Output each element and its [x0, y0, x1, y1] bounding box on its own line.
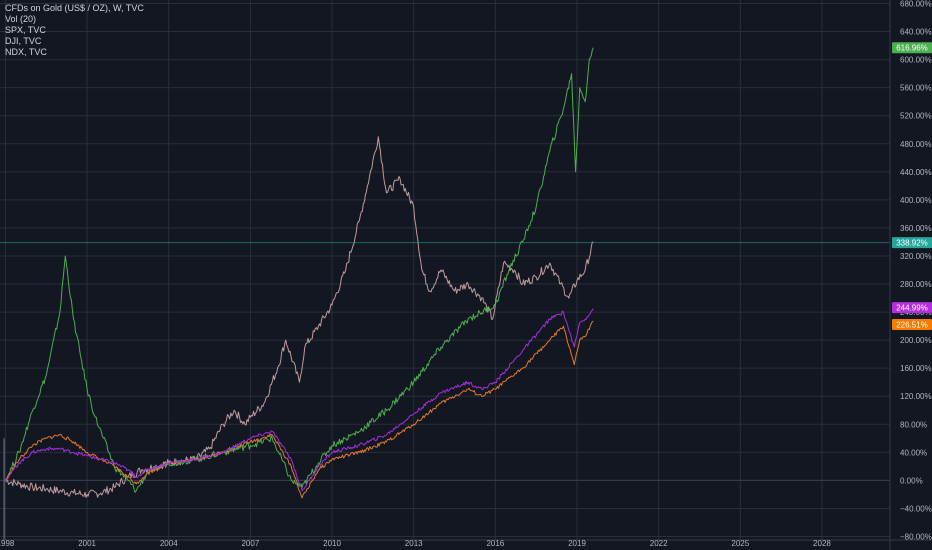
series-line-gold: [5, 136, 594, 498]
badge-label-spx: 226.51%: [896, 321, 928, 330]
x-tick-label: 2007: [241, 539, 259, 548]
y-tick-label: 360.00%: [900, 224, 932, 233]
legend-ndx[interactable]: NDX, TVC: [5, 47, 47, 57]
y-tick-label: 560.00%: [900, 84, 932, 93]
time-axis[interactable]: 1998 2001 2004 2007 2010 2013 2016 2019 2022 2025…: [0, 539, 831, 548]
y-tick-label: 400.00%: [900, 196, 932, 205]
series-line-spx: [4, 320, 594, 499]
last-value-badges: 616.96% 338.92% 244.99% 226.51%: [892, 42, 932, 331]
badge-label-dji: 244.99%: [896, 304, 928, 313]
badge-spx: [892, 319, 932, 331]
y-tick-label: −40.00%: [900, 504, 932, 513]
series-line-ndx: [5, 47, 594, 493]
y-tick-label: 160.00%: [900, 364, 932, 373]
legend-volume[interactable]: Vol (20): [5, 14, 37, 24]
legend-dji[interactable]: DJI, TVC: [5, 36, 42, 46]
x-tick-label: 2001: [78, 539, 96, 548]
x-tick-label: 2025: [731, 539, 749, 548]
y-tick-label: 280.00%: [900, 280, 932, 289]
grid-lines: [0, 0, 890, 540]
y-tick-label: 440.00%: [900, 168, 932, 177]
x-tick-label: 2022: [650, 539, 668, 548]
x-tick-label: 2019: [568, 539, 586, 548]
badge-ndx: [892, 42, 932, 54]
y-tick-label: 520.00%: [900, 112, 932, 121]
y-tick-label: 480.00%: [900, 140, 932, 149]
x-tick-label: 2028: [813, 539, 831, 548]
x-tick-label: 2013: [405, 539, 423, 548]
y-tick-label: 80.00%: [900, 420, 927, 429]
badge-gold: [892, 237, 932, 249]
badge-label-ndx: 616.96%: [896, 44, 928, 53]
y-tick-label: 680.00%: [900, 0, 932, 9]
y-tick-label: −80.00%: [900, 532, 932, 541]
legend-main-symbol[interactable]: CFDs on Gold (US$ / OZ), W, TVC: [5, 3, 144, 13]
badge-dji: [892, 302, 932, 314]
series-line-dji: [5, 308, 594, 492]
y-tick-label: 640.00%: [900, 28, 932, 37]
x-tick-label: 2010: [323, 539, 341, 548]
x-tick-label: 2004: [160, 539, 178, 548]
price-axis[interactable]: 680.00% 640.00% 600.00% 560.00% 520.00% 480.0…: [900, 0, 932, 541]
y-tick-label: 40.00%: [900, 448, 927, 457]
y-tick-label: 120.00%: [900, 392, 932, 401]
y-tick-label: 320.00%: [900, 252, 932, 261]
y-tick-label: 600.00%: [900, 56, 932, 65]
y-tick-label: 0.00%: [900, 476, 923, 485]
x-tick-label: 1998: [0, 539, 15, 548]
series-layer: [3, 47, 594, 540]
badge-label-gold: 338.92%: [896, 239, 928, 248]
y-tick-label: 200.00%: [900, 336, 932, 345]
chart-legend: CFDs on Gold (US$ / OZ), W, TVC Vol (20)…: [5, 3, 144, 58]
legend-spx[interactable]: SPX, TVC: [5, 25, 46, 35]
x-tick-label: 2016: [486, 539, 504, 548]
